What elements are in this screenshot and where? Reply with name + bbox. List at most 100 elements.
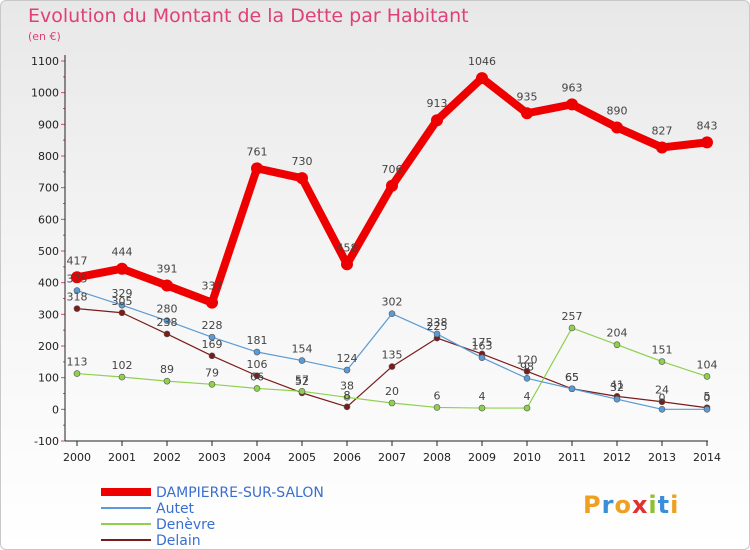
y-tick-label: 1100 bbox=[31, 55, 59, 68]
data-label: 963 bbox=[562, 81, 583, 94]
data-label: 5 bbox=[704, 390, 711, 403]
data-point bbox=[701, 136, 713, 149]
data-point bbox=[478, 404, 486, 412]
data-label: 104 bbox=[697, 358, 718, 371]
data-label: 52 bbox=[295, 375, 309, 388]
data-point bbox=[343, 403, 351, 411]
data-label: 38 bbox=[340, 379, 354, 392]
data-point bbox=[253, 348, 261, 356]
data-label: 458 bbox=[337, 241, 358, 254]
data-point bbox=[163, 330, 171, 338]
data-point bbox=[523, 374, 531, 382]
data-label: 204 bbox=[607, 327, 628, 340]
data-label: 66 bbox=[250, 370, 264, 383]
data-label: 151 bbox=[652, 344, 673, 357]
data-point bbox=[433, 404, 441, 411]
data-point bbox=[523, 404, 531, 412]
data-point bbox=[71, 271, 83, 284]
data-label: 135 bbox=[382, 349, 403, 362]
x-tick-label: 2013 bbox=[648, 451, 676, 464]
y-tick-label: 800 bbox=[38, 150, 59, 163]
data-label: 65 bbox=[565, 371, 579, 384]
data-label: 257 bbox=[562, 310, 583, 323]
data-point bbox=[208, 333, 216, 341]
y-tick-label: 1000 bbox=[31, 87, 59, 100]
y-tick-label: 400 bbox=[38, 277, 59, 290]
data-point bbox=[613, 395, 621, 403]
data-point bbox=[703, 373, 711, 380]
data-point bbox=[208, 381, 216, 388]
data-point bbox=[521, 107, 533, 120]
legend-label: Autet bbox=[156, 501, 195, 517]
x-tick-label: 2009 bbox=[468, 451, 496, 464]
data-label: 181 bbox=[247, 334, 268, 347]
y-tick-label: 600 bbox=[38, 213, 59, 226]
y-tick-label: 0 bbox=[52, 403, 59, 416]
data-label: 4 bbox=[479, 390, 486, 403]
data-label: 238 bbox=[427, 316, 448, 329]
legend-label: Delain bbox=[156, 533, 201, 549]
data-label: 935 bbox=[517, 90, 538, 103]
y-tick-label: 200 bbox=[38, 340, 59, 353]
data-label: 57 bbox=[295, 373, 309, 386]
data-label: 890 bbox=[607, 105, 628, 118]
data-point bbox=[253, 372, 261, 380]
x-tick-label: 2001 bbox=[108, 451, 136, 464]
x-tick-label: 2010 bbox=[513, 451, 541, 464]
data-label: 41 bbox=[610, 378, 624, 391]
x-tick-label: 2000 bbox=[63, 451, 91, 464]
data-label: 163 bbox=[472, 340, 493, 353]
data-label: 20 bbox=[385, 385, 399, 398]
y-tick-label: 900 bbox=[38, 118, 59, 131]
legend-swatch bbox=[101, 523, 151, 525]
x-tick-label: 2007 bbox=[378, 451, 406, 464]
data-label: 706 bbox=[382, 163, 403, 176]
data-point bbox=[118, 373, 126, 381]
data-label: 106 bbox=[247, 358, 268, 371]
data-point bbox=[343, 393, 351, 401]
data-point bbox=[73, 305, 81, 312]
x-tick-label: 2011 bbox=[558, 451, 586, 464]
data-label: 120 bbox=[517, 353, 538, 366]
data-point bbox=[433, 330, 441, 338]
data-label: 843 bbox=[697, 119, 718, 132]
data-point bbox=[73, 287, 81, 294]
y-tick-label: -100 bbox=[34, 435, 59, 448]
x-tick-label: 2005 bbox=[288, 451, 316, 464]
x-tick-label: 2006 bbox=[333, 451, 361, 464]
data-point bbox=[298, 357, 306, 364]
data-label: 6 bbox=[434, 389, 441, 402]
data-point bbox=[613, 341, 621, 349]
data-label: 305 bbox=[112, 295, 133, 308]
data-point bbox=[253, 385, 261, 392]
data-label: 444 bbox=[112, 246, 133, 259]
data-label: 79 bbox=[205, 366, 219, 379]
chart-unit: (en €) bbox=[28, 30, 61, 43]
data-point bbox=[161, 279, 173, 292]
data-label: 65 bbox=[565, 371, 579, 384]
data-point bbox=[296, 172, 308, 185]
data-label: 329 bbox=[112, 287, 133, 300]
y-tick-label: 100 bbox=[38, 372, 59, 385]
legend-swatch bbox=[101, 539, 151, 541]
legend-label: Denèvre bbox=[156, 517, 216, 533]
data-label: 0 bbox=[659, 391, 666, 404]
data-label: 124 bbox=[337, 352, 358, 365]
data-point bbox=[658, 406, 666, 413]
y-tick-label: 500 bbox=[38, 245, 59, 258]
data-point bbox=[298, 387, 306, 395]
data-point bbox=[703, 406, 711, 413]
data-label: 113 bbox=[67, 356, 88, 369]
data-label: 761 bbox=[247, 145, 268, 158]
data-label: 730 bbox=[292, 155, 313, 168]
x-tick-label: 2008 bbox=[423, 451, 451, 464]
data-point bbox=[118, 301, 126, 309]
data-label: 32 bbox=[610, 381, 624, 394]
y-tick-label: 300 bbox=[38, 308, 59, 321]
data-point bbox=[478, 354, 486, 362]
data-point bbox=[116, 262, 128, 275]
data-point bbox=[658, 398, 666, 406]
x-tick-label: 2012 bbox=[603, 451, 631, 464]
data-label: 225 bbox=[427, 320, 448, 333]
